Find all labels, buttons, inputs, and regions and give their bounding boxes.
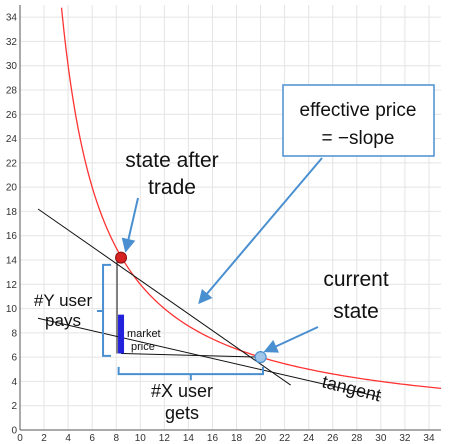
y-tick-label: 0 [11, 426, 17, 437]
current-state-label: current [323, 268, 389, 291]
x-tick-label: 12 [159, 433, 171, 444]
state-after-trade-label: trade [148, 176, 196, 199]
effective-price-line [37, 208, 291, 386]
x-tick-label: 22 [279, 433, 291, 444]
x-tick-label: 20 [255, 433, 267, 444]
x-tick-label: 4 [65, 433, 71, 444]
arrow-effective-price [198, 157, 323, 305]
x-tick-label: 2 [41, 433, 47, 444]
market-price-label: market [127, 328, 161, 340]
after-trade-point [115, 251, 128, 264]
axes [19, 5, 441, 431]
x-tick-label: 28 [351, 433, 363, 444]
y-user-pays-label: pays [45, 311, 81, 330]
x-tick-label: 18 [231, 433, 243, 444]
x-tick-label: 0 [17, 433, 23, 444]
y-tick-label: 22 [6, 158, 18, 169]
tick-labels: 0 2 4 6 8 10 12 14 16 18 20 22 24 26 28 30 32 34024681012… [6, 13, 435, 444]
current-state-point [254, 351, 267, 364]
market-price-bar [118, 314, 125, 354]
y-tick-label: 10 [6, 304, 18, 315]
x-tick-label: 26 [327, 433, 339, 444]
x-tick-label: 16 [207, 433, 219, 444]
arrow-current-state [263, 326, 319, 353]
current-state-label: state [333, 300, 379, 323]
x-tick-label: 34 [423, 433, 435, 444]
y-tick-label: 32 [6, 37, 18, 48]
y-tick-label: 4 [11, 377, 17, 388]
y-tick-label: 20 [6, 183, 18, 194]
x-tick-label: 14 [183, 433, 195, 444]
y-tick-label: 16 [6, 231, 18, 242]
x-tick-label: 32 [399, 433, 411, 444]
market-price-line [121, 353, 261, 358]
y-tick-label: 28 [6, 86, 18, 97]
x-user-gets-label: gets [165, 403, 199, 423]
series [37, 7, 442, 398]
y-tick-label: 26 [6, 110, 18, 121]
tangent-line [37, 317, 381, 398]
y-tick-label: 30 [6, 61, 18, 72]
effective-price-label: = −slope [322, 128, 395, 149]
y-tick-label: 6 [11, 353, 17, 364]
x-tick-label: 10 [135, 433, 147, 444]
grid [20, 5, 441, 430]
y-tick-label: 18 [6, 207, 18, 218]
y-tick-label: 2 [11, 401, 17, 412]
x-tick-label: 30 [375, 433, 387, 444]
arrow-after-trade [121, 197, 139, 253]
y-tick-label: 12 [6, 280, 18, 291]
y-user-pays-label: #Y user [34, 291, 93, 310]
effective-price-box [282, 84, 435, 157]
market-price-label: price [131, 341, 155, 353]
y-tick-label: 8 [11, 328, 17, 339]
x-user-gets-label: #X user [151, 381, 213, 401]
y-tick-label: 24 [6, 134, 18, 145]
x-tick-label: 6 [89, 433, 95, 444]
annotations: state after trade current state effective pr… [34, 84, 435, 423]
y-tick-label: 34 [6, 13, 18, 24]
effective-price-label: effective price [300, 100, 417, 121]
y-tick-label: 14 [6, 256, 18, 267]
curve-line [60, 7, 442, 390]
x-tick-label: 8 [113, 433, 119, 444]
x-tick-label: 24 [303, 433, 315, 444]
state-after-trade-label: state after [125, 149, 218, 172]
